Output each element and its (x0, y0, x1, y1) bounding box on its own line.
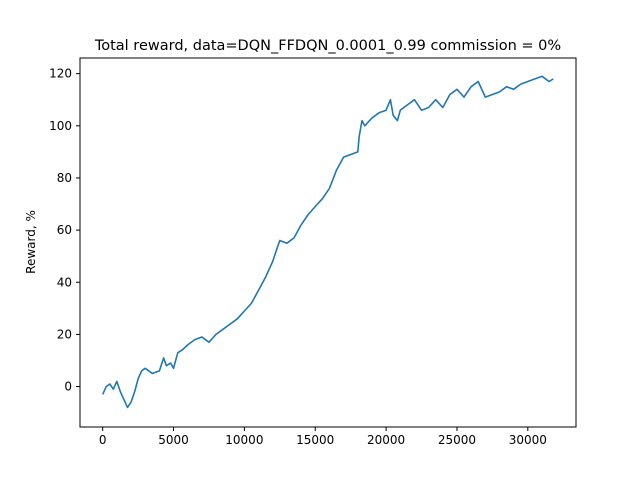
x-tick-label: 20000 (367, 433, 405, 447)
y-tick-label: 20 (57, 327, 72, 341)
x-tick-label: 25000 (438, 433, 476, 447)
chart-title: Total reward, data=DQN_FFDQN_0.0001_0.99… (94, 38, 561, 54)
y-tick-label: 40 (57, 275, 72, 289)
x-tick-label: 15000 (296, 433, 334, 447)
plot-area (101, 75, 554, 409)
x-tick-label: 30000 (509, 433, 547, 447)
axes-frame (79, 57, 577, 428)
y-axis-ticks: 0 20 40 60 80 100 120 (49, 67, 80, 394)
x-tick-label: 0 (99, 433, 107, 447)
y-tick-label: 0 (64, 380, 72, 394)
y-tick-label: 120 (49, 67, 72, 81)
x-axis-ticks: 0 5000 10000 15000 20000 25000 30000 (99, 427, 547, 447)
x-tick-label: 5000 (158, 433, 189, 447)
series-line-0 (101, 75, 554, 409)
y-axis-label: Reward, % (24, 210, 38, 274)
x-tick-label: 10000 (225, 433, 263, 447)
y-tick-label: 60 (57, 223, 72, 237)
y-tick-label: 100 (49, 119, 72, 133)
y-tick-label: 80 (57, 171, 72, 185)
